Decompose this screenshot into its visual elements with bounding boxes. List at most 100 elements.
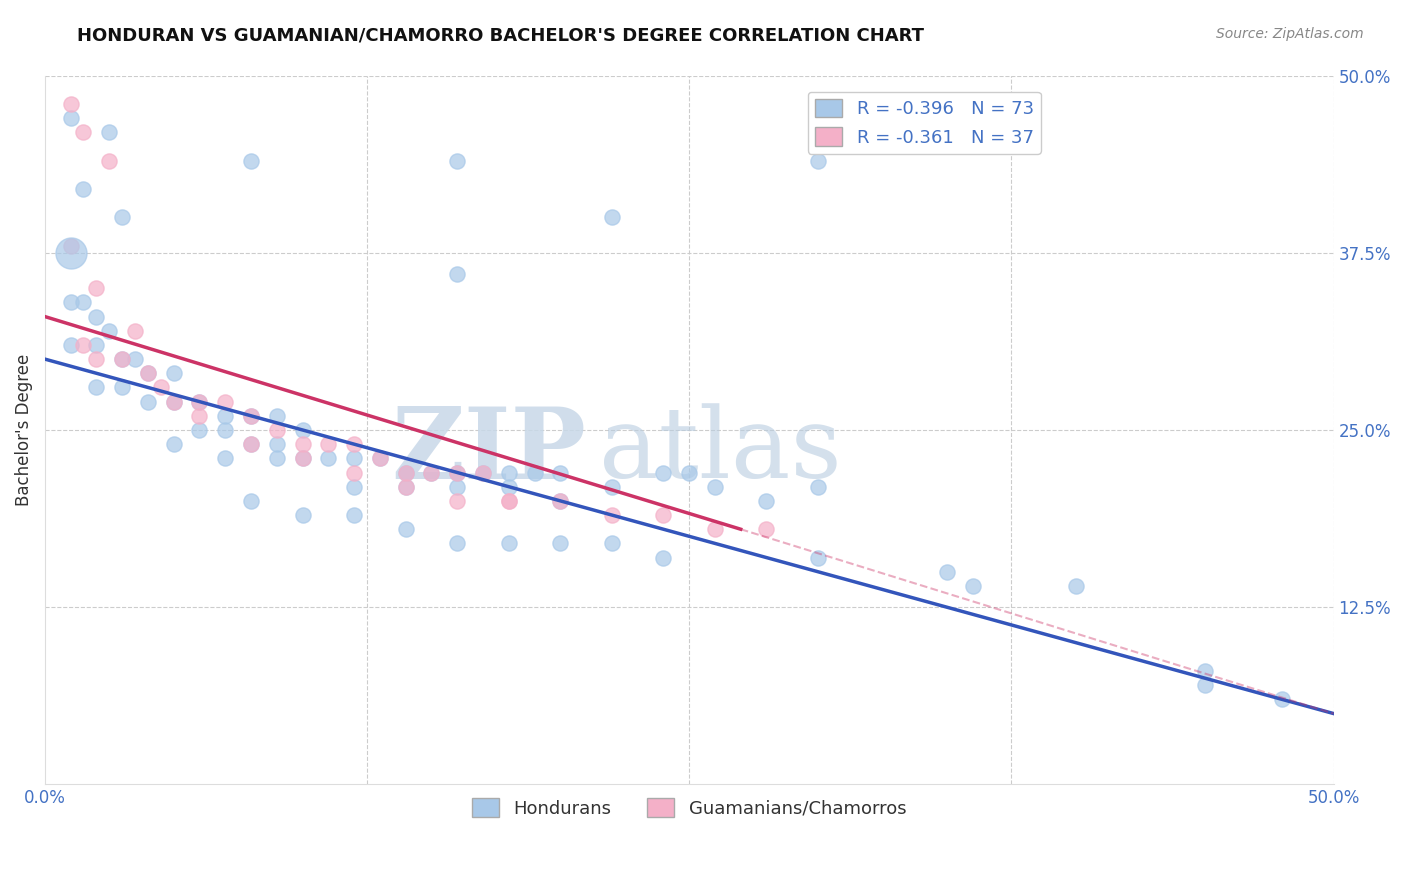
Point bbox=[395, 466, 418, 480]
Text: ZIP: ZIP bbox=[391, 403, 586, 500]
Point bbox=[703, 480, 725, 494]
Point bbox=[240, 409, 263, 423]
Point bbox=[935, 565, 957, 579]
Point bbox=[59, 338, 82, 352]
Point bbox=[240, 409, 263, 423]
Point bbox=[111, 380, 134, 394]
Point bbox=[72, 182, 94, 196]
Point bbox=[1194, 678, 1216, 692]
Point bbox=[59, 238, 82, 252]
Y-axis label: Bachelor's Degree: Bachelor's Degree bbox=[15, 354, 32, 506]
Point bbox=[72, 125, 94, 139]
Point bbox=[163, 394, 186, 409]
Point bbox=[446, 466, 468, 480]
Point bbox=[368, 451, 391, 466]
Point bbox=[498, 536, 520, 550]
Point bbox=[240, 437, 263, 451]
Point bbox=[962, 579, 984, 593]
Text: HONDURAN VS GUAMANIAN/CHAMORRO BACHELOR'S DEGREE CORRELATION CHART: HONDURAN VS GUAMANIAN/CHAMORRO BACHELOR'… bbox=[77, 27, 924, 45]
Point bbox=[318, 451, 340, 466]
Point bbox=[548, 494, 571, 508]
Point bbox=[807, 550, 830, 565]
Point bbox=[548, 494, 571, 508]
Point bbox=[652, 508, 675, 522]
Point bbox=[98, 324, 121, 338]
Point bbox=[446, 536, 468, 550]
Point bbox=[136, 366, 159, 380]
Point bbox=[318, 437, 340, 451]
Point bbox=[59, 245, 82, 260]
Point bbox=[446, 480, 468, 494]
Point bbox=[111, 352, 134, 367]
Point bbox=[652, 550, 675, 565]
Point bbox=[136, 366, 159, 380]
Point bbox=[59, 96, 82, 111]
Point bbox=[291, 423, 314, 437]
Point bbox=[266, 409, 288, 423]
Point bbox=[111, 211, 134, 225]
Point bbox=[291, 508, 314, 522]
Point bbox=[548, 536, 571, 550]
Point bbox=[188, 394, 211, 409]
Point bbox=[1064, 579, 1087, 593]
Point bbox=[755, 494, 778, 508]
Point bbox=[214, 394, 236, 409]
Point bbox=[498, 494, 520, 508]
Point bbox=[498, 480, 520, 494]
Point bbox=[98, 125, 121, 139]
Point bbox=[86, 310, 108, 324]
Point bbox=[678, 466, 700, 480]
Point bbox=[86, 281, 108, 295]
Point bbox=[343, 480, 366, 494]
Point bbox=[163, 366, 186, 380]
Point bbox=[472, 466, 495, 480]
Point bbox=[72, 295, 94, 310]
Point bbox=[86, 352, 108, 367]
Point bbox=[472, 466, 495, 480]
Point bbox=[86, 338, 108, 352]
Point bbox=[395, 466, 418, 480]
Point bbox=[266, 423, 288, 437]
Point bbox=[498, 494, 520, 508]
Point bbox=[1194, 664, 1216, 678]
Point bbox=[291, 451, 314, 466]
Point bbox=[420, 466, 443, 480]
Point bbox=[124, 324, 146, 338]
Point bbox=[600, 508, 623, 522]
Point bbox=[446, 494, 468, 508]
Point bbox=[1271, 692, 1294, 706]
Point bbox=[703, 522, 725, 536]
Point bbox=[523, 466, 546, 480]
Point bbox=[395, 480, 418, 494]
Point bbox=[149, 380, 172, 394]
Point bbox=[368, 451, 391, 466]
Point bbox=[755, 522, 778, 536]
Point bbox=[240, 153, 263, 168]
Point bbox=[291, 451, 314, 466]
Point bbox=[98, 153, 121, 168]
Point bbox=[163, 437, 186, 451]
Point bbox=[111, 352, 134, 367]
Point bbox=[446, 267, 468, 281]
Point bbox=[266, 437, 288, 451]
Point bbox=[395, 480, 418, 494]
Point bbox=[124, 352, 146, 367]
Point bbox=[72, 338, 94, 352]
Point bbox=[600, 211, 623, 225]
Point bbox=[291, 437, 314, 451]
Point bbox=[59, 295, 82, 310]
Point bbox=[214, 409, 236, 423]
Point bbox=[807, 153, 830, 168]
Point bbox=[343, 451, 366, 466]
Point bbox=[188, 423, 211, 437]
Point bbox=[214, 451, 236, 466]
Point bbox=[136, 394, 159, 409]
Point bbox=[59, 111, 82, 125]
Point bbox=[343, 466, 366, 480]
Point bbox=[420, 466, 443, 480]
Point bbox=[240, 437, 263, 451]
Point bbox=[600, 536, 623, 550]
Point bbox=[652, 466, 675, 480]
Point bbox=[86, 380, 108, 394]
Point bbox=[807, 480, 830, 494]
